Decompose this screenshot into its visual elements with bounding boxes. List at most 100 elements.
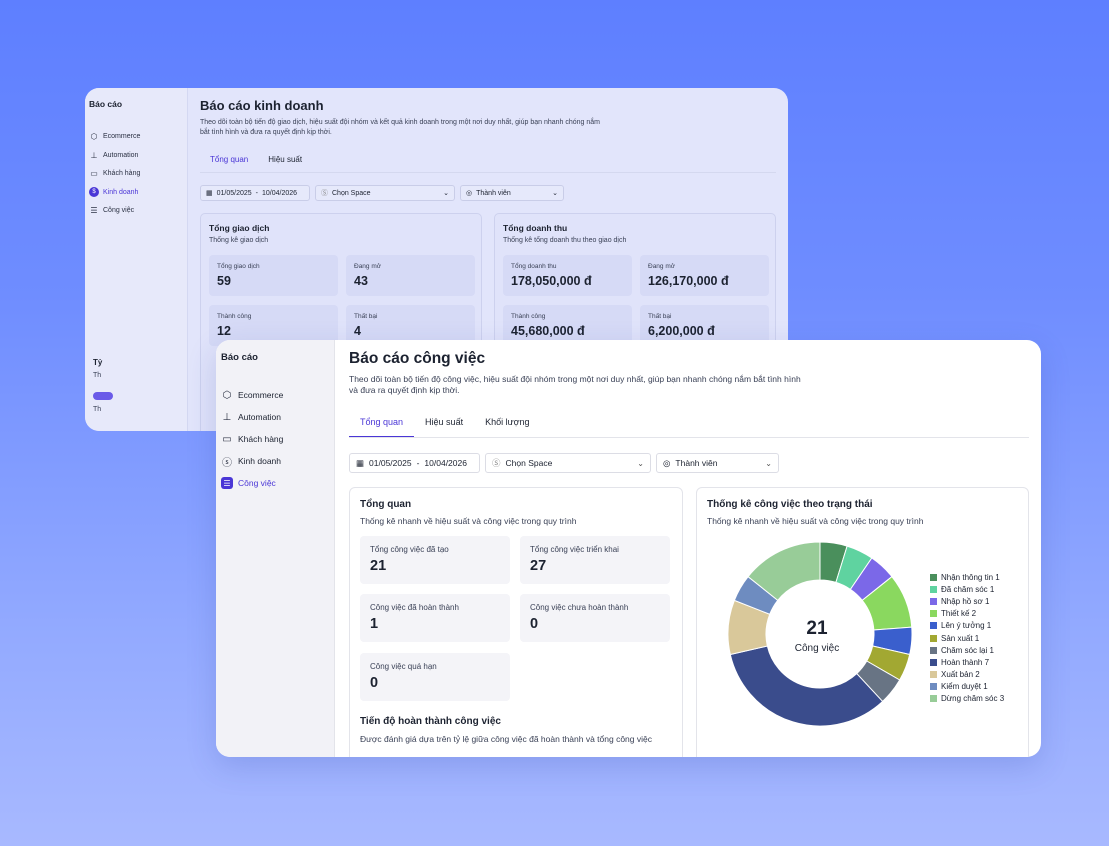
back-sidebar-item-automation[interactable]: ⊥ Automation: [89, 150, 139, 160]
sidebar-item-khach-hang[interactable]: ▭ Khách hàng: [221, 433, 283, 445]
partial-text: Th: [93, 372, 102, 379]
legend-label: Sản xuất 1: [941, 633, 980, 643]
stat-label: Công việc quá hạn: [370, 662, 437, 671]
back-sidebar-item-khach-hang[interactable]: ▭ Khách hàng: [89, 168, 140, 178]
donut-chart: [727, 541, 913, 727]
legend-item: Đã chăm sóc 1: [930, 583, 1004, 595]
tab-hieu-suat[interactable]: Hiệu suất: [268, 155, 303, 164]
tab-divider: [349, 437, 1029, 438]
stat-value: 0: [370, 675, 379, 691]
chevron-down-icon: ⌄: [765, 458, 772, 468]
space-select-value: Chọn Space: [332, 189, 371, 197]
donut-slice-10[interactable]: [747, 541, 821, 602]
page-description: Theo dõi toàn bộ tiến độ công việc, hiệu…: [349, 374, 801, 395]
sidebar-item-label: Kinh doanh: [103, 188, 139, 196]
overview-card: Tổng quan Thống kê nhanh về hiệu suất và…: [349, 487, 683, 757]
legend-label: Chăm sóc lại 1: [941, 645, 994, 655]
stat-tile: Thất bại 4: [346, 305, 475, 346]
stat-tile: Tổng giao dịch 59: [209, 255, 338, 296]
space-select[interactable]: Ⓢ Chọn Space ⌄: [315, 185, 455, 201]
tab-hieu-suat[interactable]: Hiệu suất: [425, 417, 464, 427]
card-subtitle: Thống kê tổng doanh thu theo giao dịch: [503, 237, 627, 244]
sidebar-item-cong-viec[interactable]: ☰ Công việc: [221, 477, 276, 489]
sidebar-item-label: Khách hàng: [103, 169, 141, 177]
back-tabs: Tổng quan Hiệu suất: [200, 155, 312, 173]
back-sidebar-item-cong-viec[interactable]: ☰ Công việc: [89, 205, 134, 215]
sidebar-title: Báo cáo: [221, 352, 258, 363]
stat-tile: Công việc quá hạn 0: [360, 653, 510, 701]
stat-value: 178,050,000 đ: [511, 274, 592, 288]
legend-label: Dừng chăm sóc 3: [941, 694, 1005, 704]
box-icon: ⬡: [222, 389, 232, 401]
calendar-icon: ▦: [356, 457, 365, 468]
sidebar-item-label: Ecommerce: [238, 390, 284, 400]
member-select-value: Thành viên: [476, 189, 511, 197]
stat-label: Tổng doanh thu: [511, 263, 557, 270]
tasks-icon: ☰: [90, 205, 98, 215]
calendar-icon: ▦: [206, 190, 213, 197]
member-select[interactable]: ◎ Thành viên ⌄: [460, 185, 564, 201]
sitemap-icon: ⊥: [222, 411, 232, 423]
legend-item: Xuất bản 2: [930, 669, 1004, 681]
stat-label: Tổng công việc triển khai: [530, 545, 619, 554]
legend-item: Thiết kế 2: [930, 608, 1004, 620]
stat-label: Công việc đã hoàn thành: [370, 603, 459, 612]
stat-tile: Thất bại 6,200,000 đ: [640, 305, 769, 346]
progress-section-title: Tiến độ hoàn thành công việc: [360, 716, 501, 727]
user-icon: ◎: [663, 457, 671, 468]
sitemap-icon: ⊥: [90, 150, 98, 160]
legend-item: Nhận thông tin 1: [930, 571, 1004, 583]
sidebar-item-ecommerce[interactable]: ⬡ Ecommerce: [221, 389, 284, 401]
legend-item: Nhập hồ sơ 1: [930, 595, 1004, 607]
legend-swatch: [930, 671, 937, 679]
status-chart-card: Thống kê công việc theo trạng thái Thống…: [696, 487, 1029, 757]
legend-label: Lên ý tưởng 1: [941, 621, 992, 631]
stat-label: Công việc chưa hoàn thành: [530, 603, 629, 612]
stat-label: Thất bại: [354, 313, 378, 320]
back-sidebar-item-ecommerce[interactable]: ⬡ Ecommerce: [89, 131, 141, 141]
donut-center-value: 21: [806, 618, 828, 639]
legend-label: Đã chăm sóc 1: [941, 584, 995, 594]
back-sidebar-item-kinh-doanh[interactable]: $ Kinh doanh: [89, 187, 138, 197]
stat-tile: Công việc chưa hoàn thành 0: [520, 594, 670, 642]
page-title: Báo cáo công việc: [349, 350, 486, 367]
stat-label: Thất bại: [648, 313, 672, 320]
space-select[interactable]: Ⓢ Chọn Space ⌄: [485, 453, 651, 473]
space-select-value: Chọn Space: [505, 458, 553, 468]
card-title: Tổng giao dịch: [209, 223, 270, 233]
card-subtitle: Thống kê nhanh về hiệu suất và công việc…: [360, 516, 577, 526]
back-sidebar: Báo cáo ⬡ Ecommerce ⊥ Automation ▭ Khách…: [85, 88, 188, 431]
legend-swatch: [930, 597, 937, 605]
tab-tong-quan[interactable]: Tổng quan: [349, 417, 415, 437]
id-card-icon: ▭: [222, 433, 232, 445]
stat-value: 45,680,000 đ: [511, 324, 585, 338]
sidebar-item-automation[interactable]: ⊥ Automation: [221, 411, 281, 423]
legend-swatch: [930, 695, 937, 703]
card-title: Tổng quan: [360, 499, 412, 510]
chart-legend: Nhận thông tin 1 Đã chăm sóc 1 Nhập hồ sơ …: [930, 571, 1004, 705]
tab-khoi-luong[interactable]: Khối lượng: [485, 417, 530, 427]
legend-swatch: [930, 658, 937, 666]
id-card-icon: ▭: [90, 168, 98, 178]
stat-value: 4: [354, 324, 361, 338]
chevron-down-icon: ⌄: [637, 458, 644, 468]
dollar-icon: ⓢ: [222, 457, 232, 469]
stat-label: Tổng giao dịch: [217, 263, 260, 270]
front-window: Báo cáo ⬡ Ecommerce ⊥ Automation ▭ Khách…: [216, 340, 1041, 757]
legend-item: Sản xuất 1: [930, 632, 1004, 644]
legend-item: Lên ý tưởng 1: [930, 620, 1004, 632]
stat-value: 43: [354, 274, 368, 288]
tab-tong-quan[interactable]: Tổng quan: [200, 155, 259, 173]
date-from: 01/05/2025: [216, 189, 252, 197]
stat-tile: Thành công 12: [209, 305, 338, 346]
date-range-picker[interactable]: ▦ 01/05/2025 - 10/04/2026: [349, 453, 480, 473]
stat-value: 21: [370, 558, 387, 574]
stat-value: 0: [530, 616, 539, 632]
stat-label: Tổng công việc đã tạo: [370, 545, 449, 554]
date-range-picker[interactable]: ▦ 01/05/2025 - 10/04/2026: [200, 185, 310, 201]
member-select[interactable]: ◎ Thành viên ⌄: [656, 453, 779, 473]
donut-slice-7[interactable]: [729, 645, 884, 727]
sidebar-item-kinh-doanh[interactable]: ⓢ Kinh doanh: [221, 455, 281, 469]
stat-tile: Đang mở 126,170,000 đ: [640, 255, 769, 296]
stat-tile: Tổng công việc triển khai 27: [520, 536, 670, 584]
